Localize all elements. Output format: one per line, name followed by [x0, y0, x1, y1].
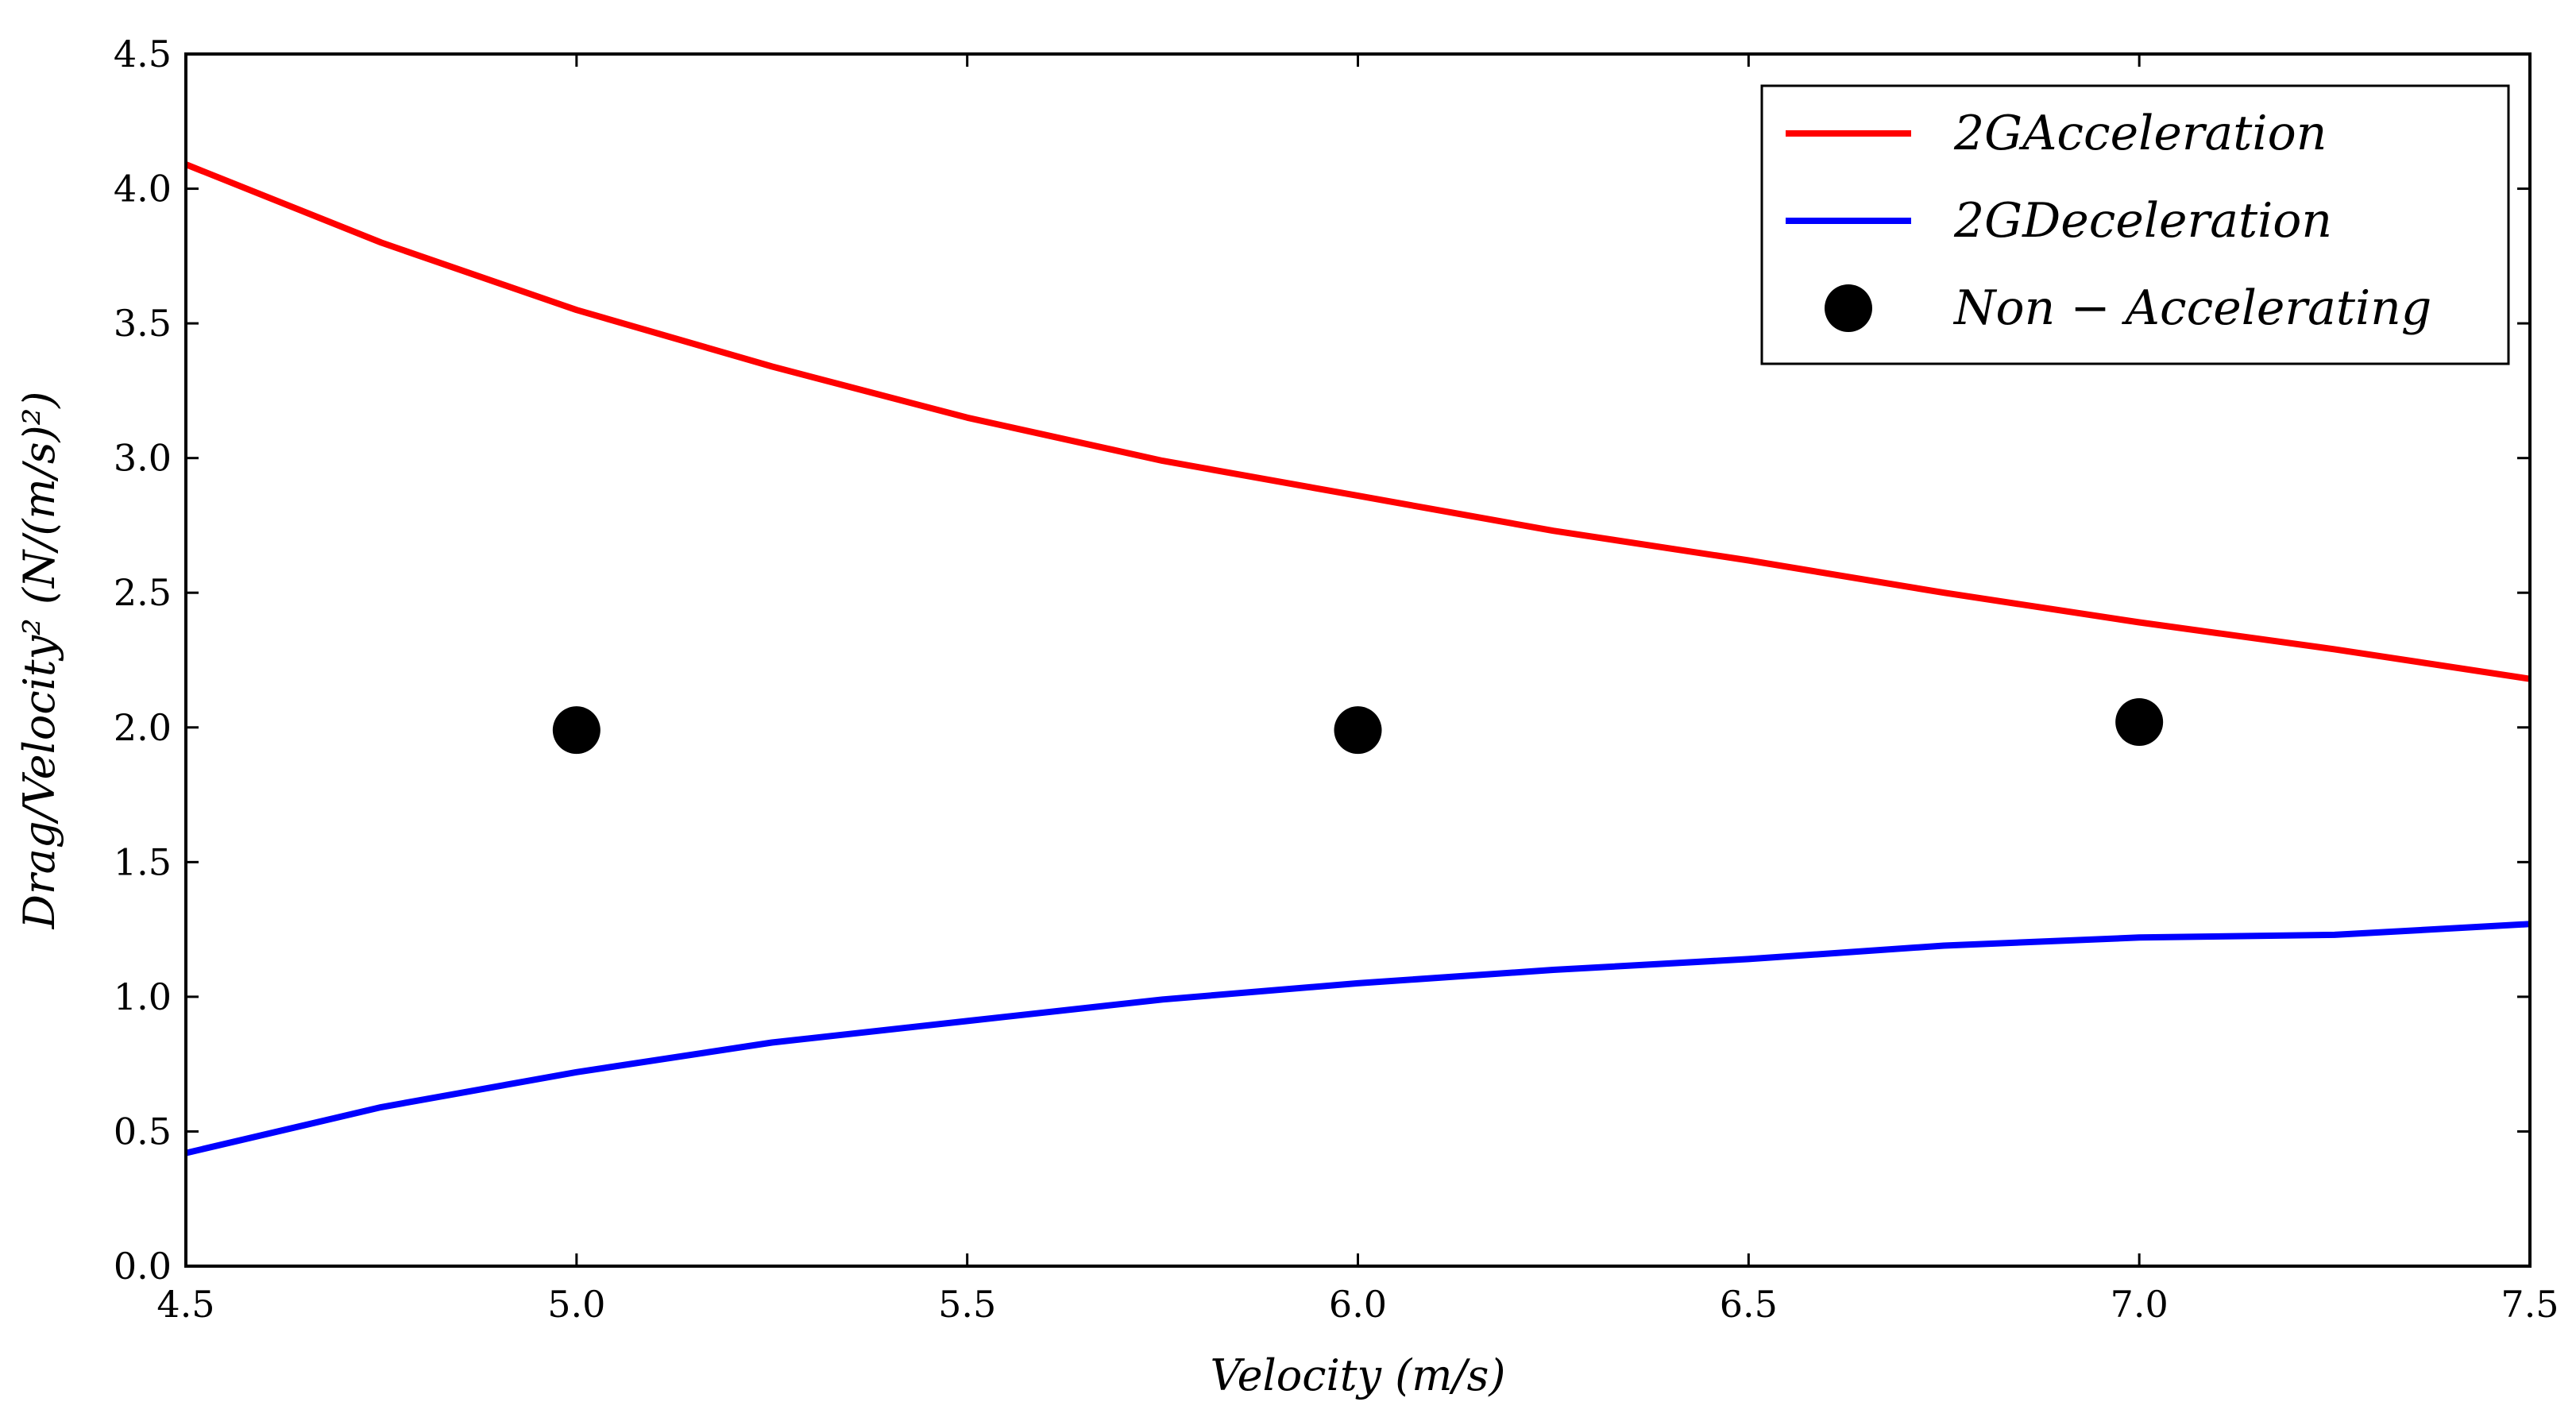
y-tick-label: 3.0 — [114, 437, 172, 480]
x-tick-label: 4.5 — [156, 1283, 214, 1326]
x-tick-label: 5.5 — [938, 1283, 996, 1326]
x-tick-label: 7.0 — [2111, 1283, 2169, 1326]
x-tick-label: 6.5 — [1720, 1283, 1778, 1326]
plot-frame — [184, 52, 2532, 1268]
series-line-2gdeceleration — [185, 921, 2531, 1157]
y-tick-label: 4.0 — [114, 168, 172, 210]
data-point — [552, 706, 601, 755]
y-tick-label: 4.5 — [114, 33, 172, 75]
x-tick-label: 7.5 — [2501, 1283, 2559, 1326]
x-tick-label: 6.0 — [1329, 1283, 1387, 1326]
axis-tick-labels: 4.5 5.0 5.5 6.0 6.5 7.0 7.5 0.0 0.5 1.0 1.5 2.0 2.5 3… — [114, 33, 2559, 1326]
y-tick-label: 0.0 — [114, 1245, 172, 1288]
legend-label: Non − Accelerating — [1952, 280, 2431, 336]
y-tick-label: 3.5 — [114, 302, 172, 345]
x-tick-label: 5.0 — [547, 1283, 605, 1326]
plot-area — [184, 161, 2531, 1157]
data-point — [1334, 706, 1382, 755]
y-tick-label: 0.5 — [114, 1110, 172, 1153]
data-point — [2115, 697, 2164, 746]
x-axis-label: Velocity (m/s) — [1211, 1350, 1506, 1400]
series-line-2gacceleration — [184, 161, 2531, 682]
y-axis-label: Drag/Velocity² (N/(m/s)²) — [14, 392, 64, 930]
y-tick-label: 1.0 — [114, 975, 172, 1018]
y-tick-label: 1.5 — [114, 840, 172, 883]
legend: 2GAcceleration 2GDeceleration Non − Accele… — [1760, 84, 2510, 365]
legend-label: 2GDeceleration — [1953, 193, 2332, 249]
y-tick-label: 2.5 — [114, 571, 172, 614]
legend-label: 2GAcceleration — [1953, 106, 2327, 161]
legend-marker — [1825, 284, 1872, 332]
y-tick-label: 2.0 — [114, 706, 172, 749]
